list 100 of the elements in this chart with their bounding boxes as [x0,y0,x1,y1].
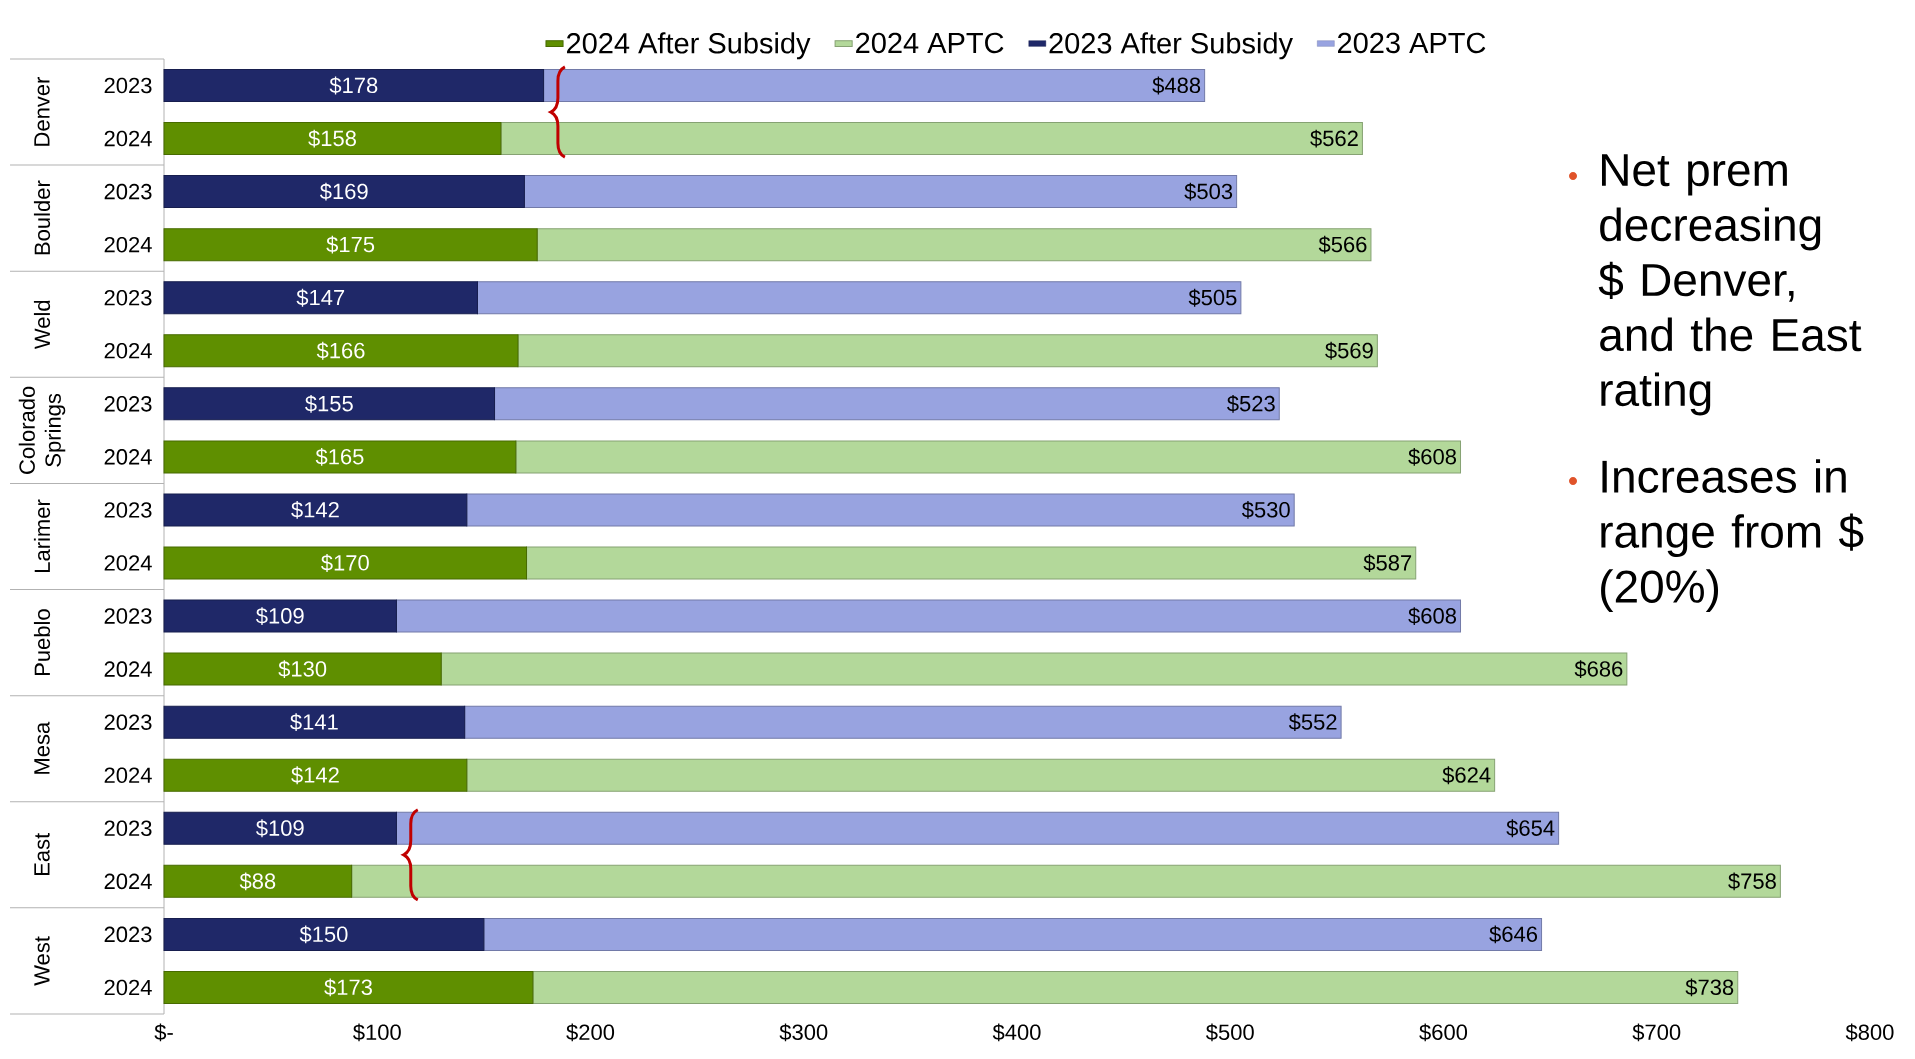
y-tick-label: 2023 [104,502,152,518]
bar [351,864,1781,898]
total-label: $523 [1227,394,1275,413]
bar [163,122,502,156]
text: Denver [34,76,50,146]
bar [163,175,525,209]
x-tick-label: $500 [1205,1023,1254,1042]
data-label: $166 [316,341,365,360]
data-label: $173 [324,978,372,997]
total-label: $566 [1318,235,1367,254]
bar [483,917,1543,951]
total-label: $530 [1241,501,1290,519]
bar [532,970,1739,1004]
bar [395,811,1560,845]
data-label: $169 [319,182,368,201]
y-tick-label: 2024 [104,236,152,253]
data-label: $130 [278,660,327,679]
total-label: $738 [1685,978,1734,997]
annotation: Net prem decreasing $ Denver, and the East rating [1598,154,1862,416]
x-tick-label: $800 [1845,1023,1894,1042]
data-label: $155 [305,394,353,413]
bar [466,493,1295,527]
bar [494,387,1280,421]
y-tick-label: 2023 [104,608,152,624]
legend-label: 2024 APTC [856,32,1004,54]
x-tick-label: $400 [992,1023,1041,1042]
text: East [34,832,50,876]
text: Larimer [33,499,51,572]
bar [526,546,1417,580]
data-label: $142 [291,766,339,785]
y-tick-label: 2023 [104,396,152,412]
bar [440,652,1628,686]
y-tick-label: 2024 [104,873,152,890]
total-label: $503 [1184,182,1233,201]
total-label: $587 [1363,554,1412,572]
y-tick-label: 2023 [104,820,152,837]
text: Colorado Springs [18,386,66,474]
y-tick-label: 2024 [104,979,152,996]
total-label: $608 [1408,447,1457,466]
bar [163,758,468,792]
bar [163,493,468,527]
data-label: $158 [308,129,356,148]
data-label: $150 [299,925,348,944]
bar [163,281,478,315]
y-tick-label: 2023 [104,183,152,200]
bar [163,69,545,103]
data-label: $142 [291,501,339,519]
text: Mesa [34,721,50,774]
legend-label: 2023 After Subsidy [1049,32,1293,60]
total-label: $608 [1408,607,1457,625]
text: Pueblo [33,609,51,676]
bar [515,440,1462,474]
data-label: $175 [326,235,375,254]
y-tick-label: 2024 [104,661,152,677]
bar [163,546,528,580]
text: Boulder [33,180,51,255]
y-tick-label: 2024 [104,555,152,571]
y-tick-label: 2024 [104,130,152,147]
data-label: $147 [296,288,345,307]
data-label: $170 [321,554,369,572]
bar [517,334,1378,368]
x-tick-label: $700 [1632,1023,1681,1042]
y-tick-label: 2023 [104,714,152,730]
x-tick-label: $- [154,1023,173,1042]
annotation: Increases in range from $ (20%) [1601,459,1864,613]
bar [163,970,534,1004]
bar [163,228,538,262]
bar [163,599,397,633]
total-label: $488 [1152,76,1201,95]
bar [163,864,353,898]
bar [476,281,1242,315]
data-label: $109 [255,819,304,838]
y-tick-label: 2023 [104,77,152,94]
total-label: $624 [1442,766,1491,785]
total-label: $552 [1288,713,1337,732]
y-tick-label: 2024 [104,449,152,465]
x-tick-label: $100 [353,1023,401,1042]
total-label: $646 [1489,925,1538,944]
bar [163,811,397,845]
bar [466,758,1496,792]
data-label: $109 [255,607,304,625]
bar [163,652,442,686]
bar [395,599,1462,633]
data-label: $165 [315,447,364,466]
bar [163,917,485,951]
y-tick-label: 2024 [104,767,152,784]
bar [163,334,519,368]
bar [163,440,517,474]
bar [543,69,1206,103]
bar [464,705,1342,739]
x-tick-label: $300 [779,1023,828,1042]
total-label: $562 [1310,129,1358,148]
text: Weld [33,300,51,350]
bar [163,705,466,739]
bar [500,122,1363,156]
bar [523,175,1238,209]
total-label: $654 [1506,819,1555,838]
data-label: $178 [329,76,378,95]
y-tick-label: 2023 [104,926,152,943]
x-tick-label: $200 [566,1023,615,1042]
